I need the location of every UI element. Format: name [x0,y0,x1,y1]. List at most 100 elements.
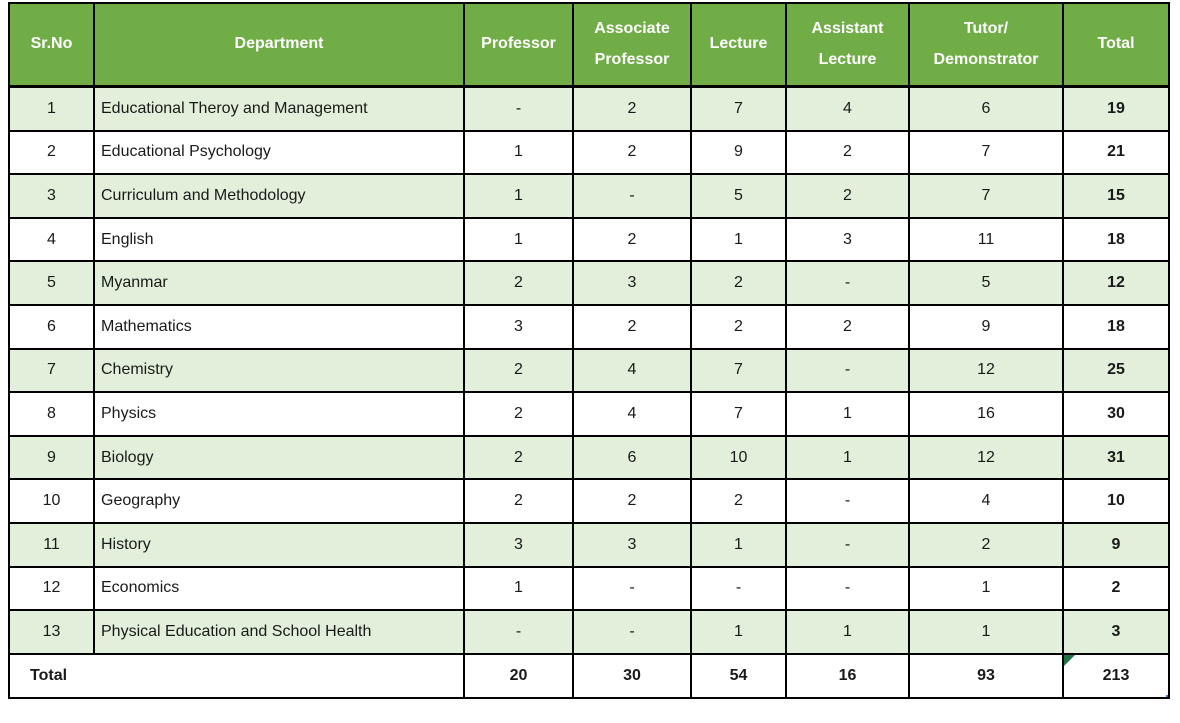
cell-professor: 3 [463,303,574,350]
cell-assistant-lecture: 2 [785,303,910,350]
cell-srno: 6 [8,303,95,350]
cell-tutor-demonstrator: 1 [908,609,1064,655]
cell-tutor-demonstrator: 12 [908,434,1064,481]
cell-lecture: 5 [690,173,787,219]
cell-srno: 12 [8,565,95,612]
cell-assistant-lecture: - [785,347,910,394]
cell-error-indicator-icon [1065,655,1075,666]
table-row: 6 Mathematics 3 2 2 2 9 18 [8,303,1170,350]
cell-srno: 4 [8,216,95,263]
cell-total: 12 [1062,260,1170,306]
cell-lecture: - [690,565,787,612]
table-row: 2 Educational Psychology 1 2 9 2 7 21 [8,129,1170,176]
cell-lecture: 1 [690,609,787,655]
total-associate-professor: 30 [572,652,692,699]
cell-tutor-demonstrator: 11 [908,216,1064,263]
cell-professor: 2 [463,434,574,481]
cell-total: 31 [1062,434,1170,481]
col-header-srno: Sr.No [8,2,95,88]
staff-count-table: Sr.No Department Professor Associate Pro… [8,2,1170,699]
cell-associate-professor: 2 [572,478,692,524]
grand-total-value: 213 [1102,666,1130,684]
cell-total: 10 [1062,478,1170,524]
cell-professor: 2 [463,347,574,394]
cell-associate-professor: 4 [572,347,692,394]
col-header-total: Total [1062,2,1170,88]
cell-associate-professor: 2 [572,129,692,176]
cell-lecture: 1 [690,216,787,263]
cell-associate-professor: 3 [572,521,692,568]
total-professor: 20 [463,652,574,699]
total-row-label: Total [8,652,465,699]
table-row: 5 Myanmar 2 3 2 - 5 12 [8,260,1170,306]
cell-professor: 1 [463,129,574,176]
cell-tutor-demonstrator: 12 [908,347,1064,394]
cell-srno: 13 [8,609,95,655]
cell-department: History [93,521,465,568]
cell-srno: 8 [8,391,95,437]
cell-srno: 3 [8,173,95,219]
cell-professor: 1 [463,216,574,263]
table-row: 7 Chemistry 2 4 7 - 12 25 [8,347,1170,394]
cell-department: English [93,216,465,263]
cell-lecture: 10 [690,434,787,481]
cell-assistant-lecture: 1 [785,609,910,655]
cell-tutor-demonstrator: 16 [908,391,1064,437]
cell-total: 18 [1062,303,1170,350]
cell-department: Educational Theroy and Management [93,85,465,132]
table-row: 9 Biology 2 6 10 1 12 31 [8,434,1170,481]
header-row: Sr.No Department Professor Associate Pro… [8,2,1170,88]
department-staff-table: Sr.No Department Professor Associate Pro… [8,2,1170,699]
cell-assistant-lecture: - [785,260,910,306]
col-header-professor: Professor [463,2,574,88]
col-header-department: Department [93,2,465,88]
table-footer: Total 20 30 54 16 93 213 [8,652,1170,699]
total-lecture: 54 [690,652,787,699]
cell-department: Physical Education and School Health [93,609,465,655]
cell-department: Economics [93,565,465,612]
col-header-tutor-demonstrator: Tutor/ Demonstrator [908,2,1064,88]
cell-associate-professor: 2 [572,216,692,263]
cell-associate-professor: 4 [572,391,692,437]
col-header-assistant-lecture: Assistant Lecture [785,2,910,88]
cell-tutor-demonstrator: 7 [908,173,1064,219]
cell-professor: 1 [463,565,574,612]
cell-srno: 1 [8,85,95,132]
total-row: Total 20 30 54 16 93 213 [8,652,1170,699]
cell-department: Myanmar [93,260,465,306]
cell-assistant-lecture: 4 [785,85,910,132]
cell-lecture: 2 [690,260,787,306]
cell-total: 21 [1062,129,1170,176]
cell-lecture: 2 [690,478,787,524]
cell-associate-professor: - [572,173,692,219]
cell-associate-professor: - [572,609,692,655]
cell-associate-professor: 6 [572,434,692,481]
cell-lecture: 1 [690,521,787,568]
cell-lecture: 9 [690,129,787,176]
cell-department: Physics [93,391,465,437]
cell-srno: 11 [8,521,95,568]
total-assistant-lecture: 16 [785,652,910,699]
cell-assistant-lecture: 3 [785,216,910,263]
cell-tutor-demonstrator: 6 [908,85,1064,132]
cell-lecture: 2 [690,303,787,350]
cell-assistant-lecture: - [785,565,910,612]
cell-srno: 9 [8,434,95,481]
table-row: 1 Educational Theroy and Management - 2 … [8,85,1170,132]
cell-associate-professor: 2 [572,85,692,132]
cell-srno: 7 [8,347,95,394]
cell-srno: 2 [8,129,95,176]
cell-total: 3 [1062,609,1170,655]
cell-department: Mathematics [93,303,465,350]
cell-assistant-lecture: 2 [785,129,910,176]
cell-department: Chemistry [93,347,465,394]
table-row: 3 Curriculum and Methodology 1 - 5 2 7 1… [8,173,1170,219]
cell-department: Biology [93,434,465,481]
cell-assistant-lecture: 1 [785,434,910,481]
cell-tutor-demonstrator: 1 [908,565,1064,612]
cell-total: 9 [1062,521,1170,568]
cell-total: 30 [1062,391,1170,437]
cell-associate-professor: - [572,565,692,612]
cell-professor: 1 [463,173,574,219]
cell-total: 19 [1062,85,1170,132]
